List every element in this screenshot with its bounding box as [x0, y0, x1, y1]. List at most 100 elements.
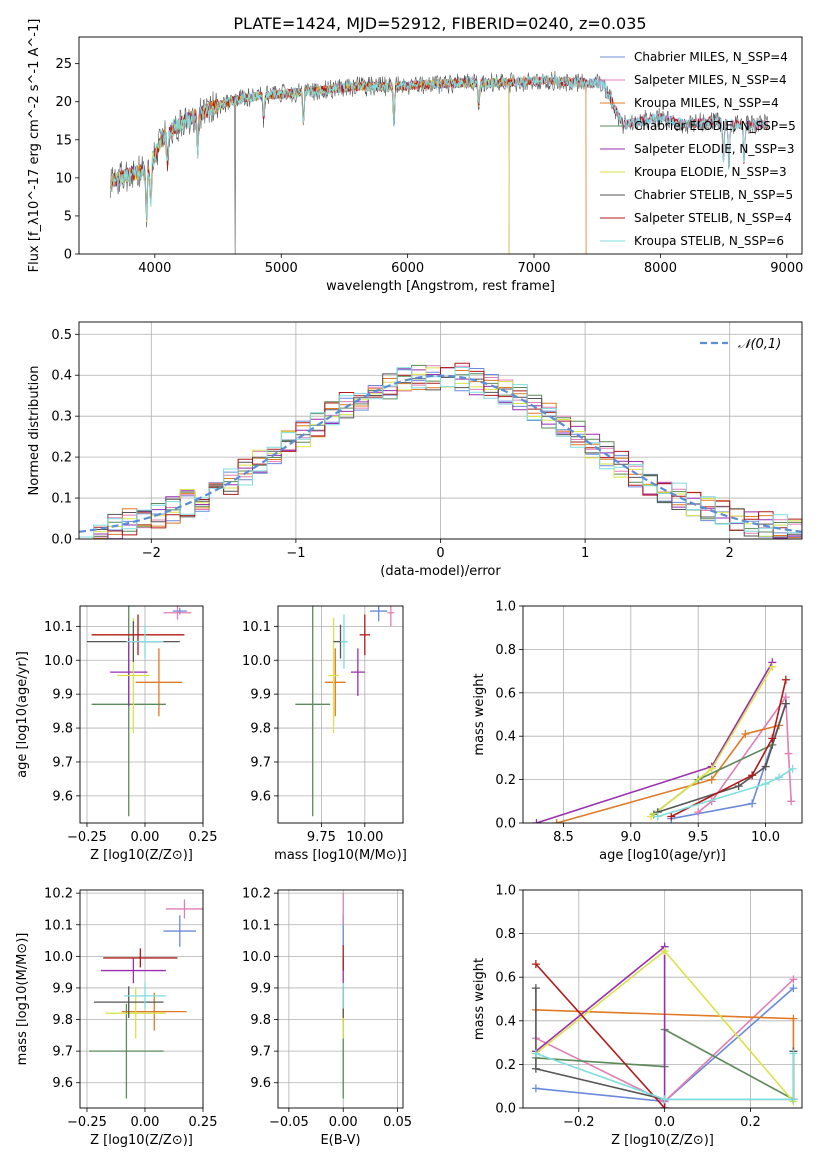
- legend-entry: Kroupa MILES, N_SSP=4: [634, 96, 779, 110]
- y-tick-label: 10: [55, 171, 72, 186]
- x-tick-label: 0.00: [131, 1115, 160, 1130]
- y-tick-label: 9.7: [52, 755, 73, 770]
- weight-marker-kroupa-elodie: [660, 947, 669, 956]
- y-tick-label: 9.6: [52, 789, 73, 804]
- x-tick-label: 0.05: [383, 1115, 412, 1130]
- y-tick-label: 0.2: [495, 1058, 516, 1073]
- weight-marker-chabrier-miles: [748, 799, 757, 808]
- y-axis-label: mass weight: [472, 673, 487, 755]
- axes-frame: [522, 889, 803, 1109]
- y-axis-label: mass [log10(M/M⊙)]: [15, 933, 30, 1066]
- weight-marker-kroupa-elodie: [768, 662, 777, 671]
- panel-mass-vs-ebv: −0.05 0.00 0.05 9.6 9.7 9.8 9.9 10.0 10.1 10.2 E(B…: [242, 887, 412, 1148]
- weight-marker-salpeter-miles: [784, 749, 793, 758]
- x-tick-label: 0.00: [131, 830, 160, 845]
- weight-marker-kroupa-stelib: [788, 764, 797, 773]
- panel-age-vs-mass: 9.75 10.00 9.6 9.7 9.8 9.9 10.0 10.1 mass [log10…: [242, 605, 407, 863]
- x-tick-label: −2: [142, 546, 161, 561]
- x-tick-label: 4000: [138, 261, 171, 276]
- y-tick-label: 0.2: [51, 451, 72, 466]
- y-axis-label: Flux [f_λ10^-17 erg cm^-2 s^-1 A^-1]: [27, 19, 42, 273]
- legend-entry: Chabrier MILES, N_SSP=4: [634, 50, 788, 64]
- legend-entry: Salpeter STELIB, N_SSP=4: [634, 211, 792, 225]
- axes-frame: [78, 36, 803, 255]
- x-tick-label: −1: [286, 546, 305, 561]
- plot-area: [110, 70, 769, 254]
- y-tick-label: 0.6: [495, 971, 516, 986]
- weight-marker-kroupa-stelib: [789, 1095, 798, 1104]
- weight-line-salpeter-elodie: [536, 661, 773, 823]
- y-tick-label: 1.0: [495, 600, 516, 615]
- x-tick-label: 2: [726, 546, 734, 561]
- y-tick-label: 9.8: [52, 1013, 73, 1028]
- weight-marker-chabrier-miles: [531, 1084, 540, 1093]
- y-tick-label: 10.0: [44, 950, 73, 965]
- weight-marker-salpeter-stelib: [531, 960, 540, 969]
- x-axis-label: Z [log10(Z/Z⊙)]: [90, 1133, 193, 1148]
- y-tick-label: 10.1: [44, 620, 73, 635]
- y-tick-label: 9.6: [250, 789, 271, 804]
- x-tick-label: 6000: [391, 261, 424, 276]
- panel-spectrum: 4000 5000 6000 7000 8000 9000 0 5 10 15 20 25 Chabri…: [27, 19, 803, 294]
- axes-frame: [79, 605, 204, 824]
- plot-area: [531, 942, 798, 1108]
- plot-area: [532, 658, 797, 823]
- weight-marker-kroupa-stelib: [653, 812, 662, 821]
- weight-marker-chabrier-stelib: [531, 1064, 540, 1073]
- y-tick-label: 15: [55, 133, 72, 148]
- weight-marker-salpeter-stelib: [748, 771, 757, 780]
- legend-entry: Salpeter MILES, N_SSP=4: [634, 73, 787, 87]
- spectrum-line-kroupa-miles: [110, 75, 587, 254]
- x-axis-label: mass [log10(M/M⊙)]: [274, 848, 407, 863]
- axes-frame: [277, 605, 404, 824]
- y-tick-label: 5: [64, 209, 72, 224]
- x-tick-label: 0.25: [189, 1115, 218, 1130]
- spectrum-title: PLATE=1424, MJD=52912, FIBERID=0240, z=0…: [233, 14, 646, 33]
- weight-line-kroupa-stelib: [535, 1052, 795, 1101]
- y-tick-label: 25: [55, 57, 72, 72]
- x-tick-label: 9.75: [307, 830, 336, 845]
- panel-mass-vs-z: −0.25 0.00 0.25 9.6 9.7 9.8 9.9 10.0 10.1 10.2 Z […: [15, 887, 217, 1148]
- y-tick-label: 0.1: [51, 492, 72, 507]
- y-tick-label: 9.7: [250, 1045, 271, 1060]
- y-tick-label: 0.0: [495, 817, 516, 832]
- y-tick-label: 9.9: [250, 688, 271, 703]
- plot-area: [79, 362, 802, 539]
- histogram-kroupa-stelib: [79, 367, 802, 539]
- weight-marker-salpeter-stelib: [781, 675, 790, 684]
- normal-curve: [79, 374, 802, 533]
- x-tick-label: 9000: [770, 261, 803, 276]
- legend-entry: Kroupa ELODIE, N_SSP=3: [634, 165, 787, 179]
- y-tick-label: 10.1: [242, 620, 271, 635]
- y-tick-label: 0.0: [51, 533, 72, 548]
- x-tick-label: 0: [436, 546, 444, 561]
- y-tick-label: 0.8: [495, 643, 516, 658]
- x-tick-label: 0.25: [189, 830, 218, 845]
- weight-marker-chabrier-miles: [789, 984, 798, 993]
- y-tick-label: 0.0: [495, 1102, 516, 1117]
- y-axis-label: Normed distribution: [27, 366, 42, 496]
- x-tick-label: 0.2: [740, 1115, 761, 1130]
- spectrum-line-chabrier-elodie: [110, 77, 510, 254]
- y-tick-label: 0.4: [495, 1014, 516, 1029]
- x-tick-label: 8000: [644, 261, 677, 276]
- plot-area: [295, 606, 395, 817]
- weight-marker-salpeter-miles: [787, 797, 796, 806]
- y-tick-label: 10.0: [242, 654, 271, 669]
- y-tick-label: 0.5: [51, 328, 72, 343]
- legend-entry: Chabrier ELODIE, N_SSP=5: [634, 119, 796, 133]
- x-tick-label: 10.00: [346, 830, 383, 845]
- legend-entry: Salpeter ELODIE, N_SSP=3: [634, 142, 795, 156]
- y-tick-label: 0.4: [495, 730, 516, 745]
- weight-marker-kroupa-stelib: [660, 1095, 669, 1104]
- spectrum-line-salpeter-elodie: [110, 77, 510, 254]
- weight-line-salpeter-stelib: [535, 963, 666, 1108]
- axes-frame: [79, 889, 204, 1109]
- plot-area: [86, 606, 192, 817]
- weight-marker-kroupa-miles: [707, 775, 716, 784]
- plot-area: [89, 899, 203, 1099]
- weight-marker-chabrier-stelib: [761, 762, 770, 771]
- legend-entry: Chabrier STELIB, N_SSP=5: [634, 188, 793, 202]
- y-tick-label: 0.2: [495, 773, 516, 788]
